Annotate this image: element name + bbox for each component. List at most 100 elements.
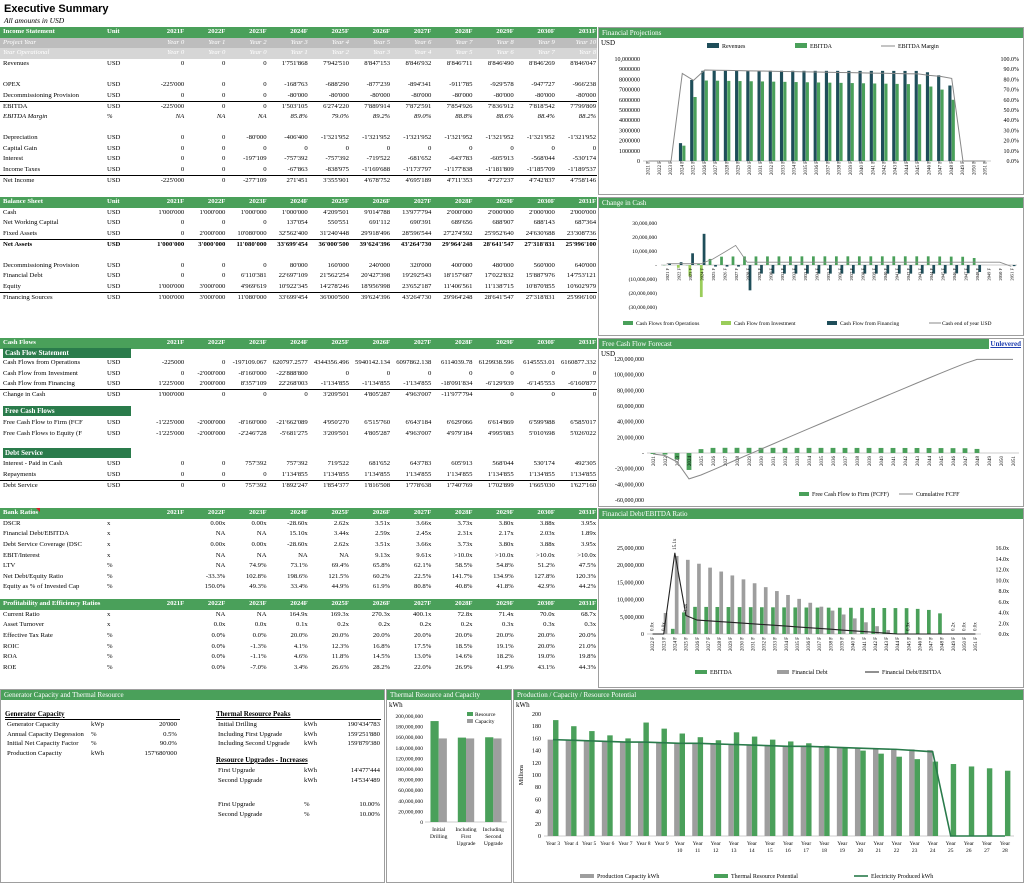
cell: 2021F [144, 508, 186, 519]
table-row: Effective Tax Rate% 0.0% 0.0% 20.0% 20.0% 20.… [0, 631, 597, 642]
table-row: Decommissioning Provision USD 0 0 0 -80'000 -8… [0, 90, 598, 102]
cell: 4'995'083 [487, 429, 514, 437]
cell: 2'000'000 [185, 379, 227, 391]
cell: 0 [510, 144, 514, 152]
y-tick-label: 0 [420, 820, 423, 826]
x-tick-label: Year [946, 841, 956, 847]
cell: -2'000'000 [197, 369, 226, 377]
cell: USD [107, 102, 121, 110]
x-tick-label: 2045 [940, 456, 945, 467]
cell: 0 [551, 144, 555, 152]
cell: 4'979'184 [446, 429, 473, 437]
y-tick-label: 140 [532, 749, 541, 755]
y-tick-label: 3000000 [619, 128, 640, 134]
cell: -5'681'275 [279, 429, 308, 437]
debt-bar [864, 622, 868, 634]
cell: Year 4 [391, 48, 433, 59]
x-tick-label: 2029 F [757, 268, 762, 281]
ebitda-bar [805, 82, 809, 161]
revenue-bar [948, 85, 952, 161]
cell: -1'321'952 [526, 134, 555, 142]
fcff-bar [770, 447, 776, 453]
y-tick-label: 140,000,000 [396, 746, 424, 752]
kv-row: Annual Capacity Degression% 0.5% [5, 730, 179, 740]
cell: 0 [510, 391, 514, 399]
y-tick-label: 160,000,000 [396, 735, 424, 741]
revenue-bar [757, 70, 761, 161]
cell: 687'364 [574, 219, 597, 227]
cell: NA [216, 113, 226, 121]
cell: 0 [180, 272, 185, 280]
fcff-bar [794, 447, 800, 453]
table-row: Capital Gain USD 0 0 0 0 0 0 0 0 0 0 0 [0, 144, 597, 155]
cell: 198.6% [287, 572, 308, 580]
capacity-bar [438, 738, 447, 822]
x-tick-label: 2032 [784, 456, 789, 467]
debt-ebitda-panel: Financial Debt/EBITDA Ratio 0 5,000,000 10… [598, 508, 1024, 688]
cash-bar [938, 256, 942, 265]
generator-section: Generator Capacity and Thermal Resource … [0, 689, 385, 883]
legend-label: Cash end of year USD [942, 320, 992, 327]
cell: 15.10x [289, 530, 308, 538]
cell: 6'643'184 [405, 419, 432, 427]
y-tick-label: 25,000,000 [617, 546, 644, 552]
y-tick-label: 0 [641, 632, 644, 638]
y-tick-label: 200,000,000 [396, 714, 424, 720]
cell: USD [107, 369, 121, 377]
divider [5, 719, 180, 720]
revenue-bar [746, 70, 750, 161]
cash-bar [817, 265, 821, 274]
cash-bar [909, 265, 913, 274]
x-tick-label: 2046 F [918, 637, 923, 651]
cell: 8'357'109 [226, 379, 268, 391]
cell: 20.0% [414, 632, 432, 640]
cell: Year 9 [514, 37, 556, 49]
cell: USD [107, 134, 121, 142]
legend-label: EBITDA [710, 670, 733, 676]
cell: 28'596'544 [391, 228, 433, 240]
x-tick-label: 17 [803, 848, 809, 854]
cell: 2023F [226, 508, 268, 519]
cell: 4'805'287 [364, 391, 391, 399]
cell: Decommissioning Provision [3, 261, 79, 269]
debt-bar [797, 598, 801, 634]
x-tick-label: 2035 F [796, 637, 801, 651]
x-tick-label: 2023 F [669, 161, 674, 175]
cell: -80'000 [555, 90, 598, 102]
cell: 0.2x [378, 621, 391, 629]
cell: 18'956'998 [349, 281, 392, 293]
ebitda-bar [804, 607, 809, 634]
cell: % [107, 642, 113, 650]
x-tick-label: Year 8 [636, 841, 651, 847]
cell [106, 250, 144, 261]
cell: 1'225'000 [144, 379, 186, 391]
x-tick-label: 2049 F [961, 161, 966, 175]
resource-bar [457, 737, 466, 822]
cell: 0 [345, 144, 349, 152]
cell: USD [107, 460, 121, 468]
table-row: ROE% 0.0% -7.0% 3.4% 26.6% 28.2% 22.0% 26.9% 41.… [0, 663, 597, 674]
unlevered-link[interactable]: Unlevered [990, 340, 1021, 348]
cell: 0.0% [211, 632, 226, 640]
x-tick-label: 2023 [676, 456, 681, 467]
cell: Capital Gain [3, 144, 37, 152]
cell: -225'000 [160, 81, 185, 89]
cell: 719'522 [327, 460, 349, 468]
cell: kWh [91, 750, 104, 758]
cell: 2031F [555, 338, 598, 349]
cell: -568'044 [531, 155, 555, 163]
legend-label: Thermal Resource Potential [731, 874, 798, 880]
cell: 1'134'855 [514, 469, 556, 481]
cell: % [91, 730, 97, 738]
cell: 74.9% [249, 562, 267, 570]
legend-swatch [777, 670, 789, 674]
cell [0, 69, 106, 80]
cell: 3'355'901 [323, 176, 349, 184]
revenue-bar [678, 143, 683, 161]
cell: NA [256, 551, 267, 559]
cell: 164.9x [289, 610, 308, 618]
cell: 0 [180, 460, 185, 468]
cell: 19.1% [496, 642, 514, 650]
y-tick-label: 20,000,000 [632, 235, 657, 241]
cell: DSCR [3, 519, 21, 527]
